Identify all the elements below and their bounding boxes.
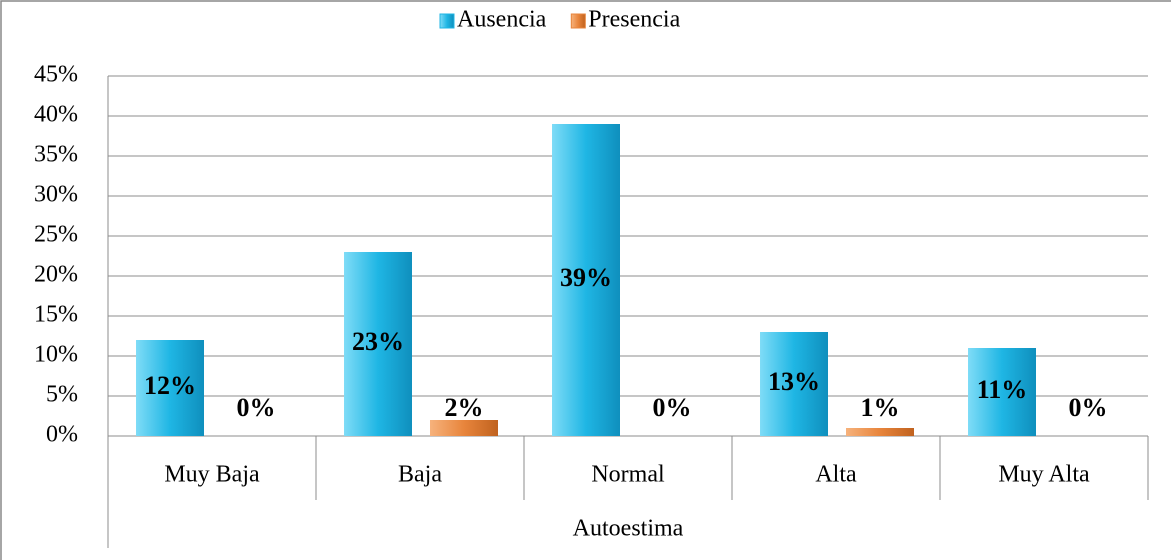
y-tick-label: 10%: [34, 342, 78, 368]
bar: [430, 420, 498, 436]
x-tick-label: Normal: [591, 462, 665, 488]
value-label: 2%: [445, 393, 484, 422]
legend-swatch: [570, 13, 586, 29]
y-tick-label: 45%: [34, 62, 78, 88]
x-tick-label: Muy Baja: [164, 462, 260, 488]
value-label: 39%: [560, 263, 612, 292]
legend-swatch: [439, 13, 455, 29]
value-label: 12%: [144, 371, 196, 400]
value-label: 23%: [352, 327, 404, 356]
value-label: 0%: [1069, 393, 1108, 422]
value-label: 13%: [768, 367, 820, 396]
y-tick-label: 25%: [34, 222, 78, 248]
y-tick-label: 40%: [34, 102, 78, 128]
bar: [552, 124, 620, 436]
x-axis-title: Autoestima: [573, 516, 684, 542]
y-tick-label: 20%: [34, 262, 78, 288]
bar: [846, 428, 914, 436]
x-tick-label: Muy Alta: [998, 462, 1090, 488]
bar: [968, 348, 1036, 436]
legend-label: Presencia: [588, 7, 680, 33]
bar: [136, 340, 204, 436]
y-tick-label: 5%: [46, 382, 78, 408]
value-label: 1%: [861, 393, 900, 422]
value-label: 11%: [977, 375, 1028, 404]
y-tick-label: 15%: [34, 302, 78, 328]
x-tick-label: Alta: [815, 462, 857, 488]
y-tick-label: 0%: [46, 422, 78, 448]
bar: [760, 332, 828, 436]
legend-label: Ausencia: [457, 7, 547, 33]
y-tick-label: 35%: [34, 142, 78, 168]
value-label: 0%: [237, 393, 276, 422]
y-tick-label: 30%: [34, 182, 78, 208]
value-label: 0%: [653, 393, 692, 422]
x-tick-label: Baja: [398, 462, 442, 488]
bar: [344, 252, 412, 436]
